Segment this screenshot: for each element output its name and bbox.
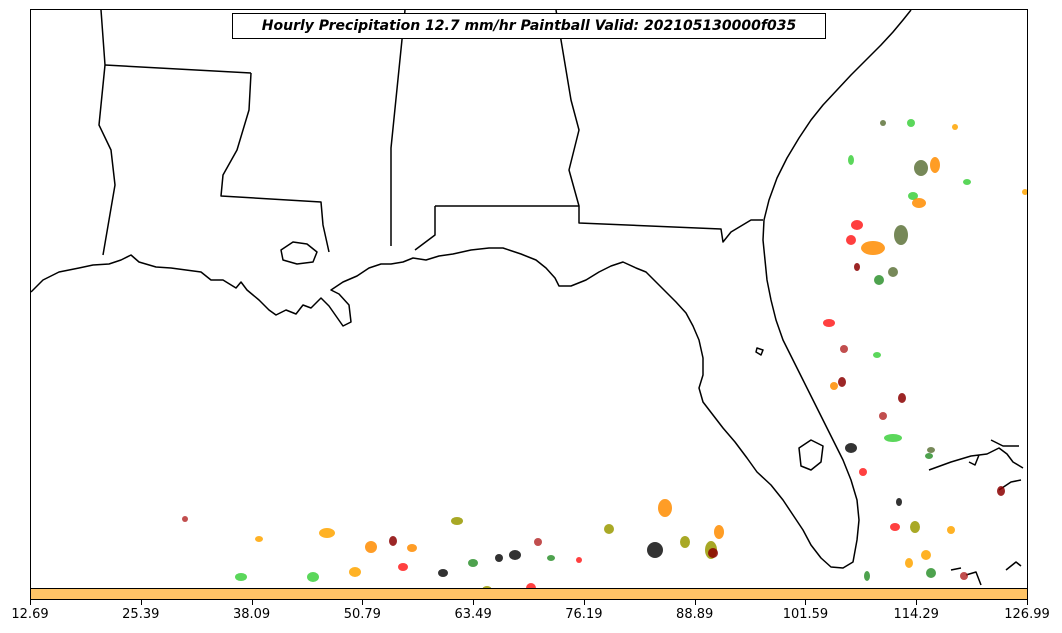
- colorbar-tick-mark: [251, 600, 253, 605]
- lake-george: [755, 347, 764, 356]
- colorbar: [30, 588, 1028, 600]
- colorbar-tick-label: 25.39: [122, 607, 160, 622]
- colorbar-tick-label: 126.99: [1004, 607, 1050, 622]
- border-fl-al: [414, 206, 436, 251]
- bahamas-islands: [928, 439, 1024, 586]
- border-ms-al: [390, 10, 406, 246]
- colorbar-tick-mark: [694, 600, 696, 605]
- colorbar-tick-mark: [583, 600, 585, 605]
- colorbar-tick-label: 38.09: [232, 607, 271, 622]
- lake-okeechobee: [798, 439, 824, 471]
- lake-pontchartrain: [280, 241, 318, 265]
- border-al-ga: [555, 10, 580, 207]
- colorbar-tick-mark: [30, 600, 31, 605]
- map-panel: [30, 9, 1028, 600]
- colorbar-tick-mark: [473, 600, 475, 605]
- colorbar-tick-label: 12.69: [11, 607, 49, 622]
- colorbar-tick-label: 114.29: [893, 607, 939, 622]
- gulf-coast-west: [31, 10, 912, 569]
- border-fl-north: [435, 205, 763, 243]
- map-title: Hourly Precipitation 12.7 mm/hr Paintbal…: [232, 13, 826, 39]
- border-ar-la: [104, 64, 252, 74]
- colorbar-tick-mark: [362, 600, 364, 605]
- colorbar-tick-mark: [140, 600, 142, 605]
- border-la-ms: [220, 72, 330, 253]
- colorbar-tick-label: 76.19: [565, 607, 603, 622]
- border-tx-la: [98, 10, 116, 256]
- coastlines-and-borders: [31, 10, 1024, 586]
- colorbar-tick-mark: [916, 600, 918, 605]
- colorbar-tick-label: 88.89: [676, 607, 714, 622]
- precipitation-paintballs: [182, 119, 1027, 594]
- colorbar-tick-mark: [805, 600, 807, 605]
- colorbar-tick-label: 101.59: [782, 607, 829, 622]
- colorbar-tick-label: 50.79: [343, 607, 381, 622]
- map-canvas: [31, 10, 1027, 594]
- colorbar-tick-mark: [1027, 600, 1028, 605]
- colorbar-tick-label: 63.49: [454, 607, 492, 622]
